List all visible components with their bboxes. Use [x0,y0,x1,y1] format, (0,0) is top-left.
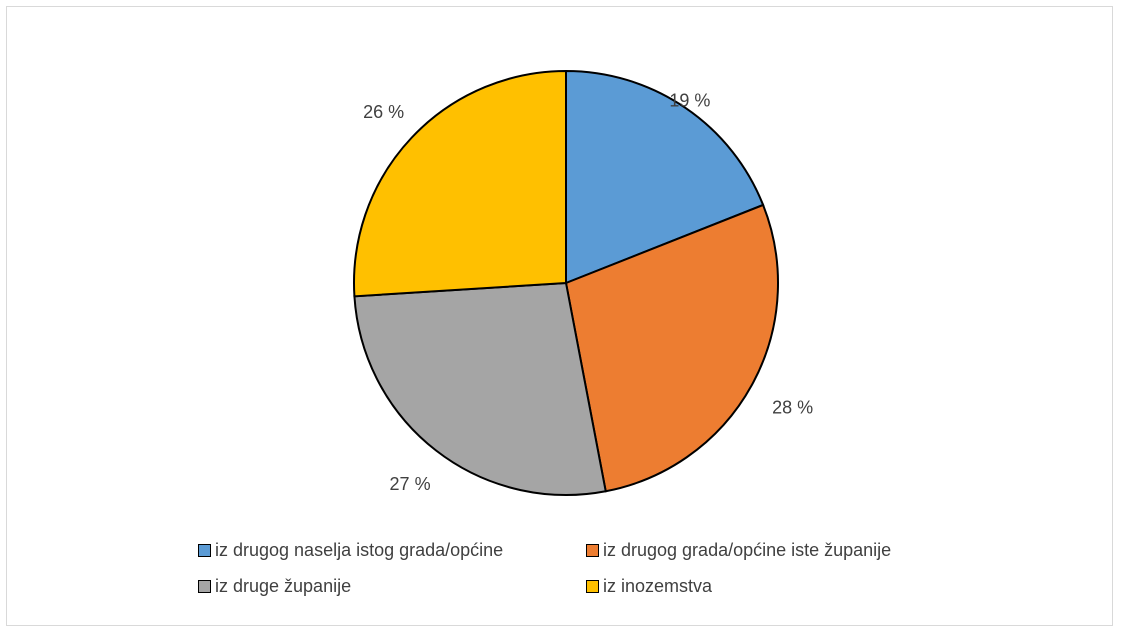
legend-item: iz inozemstva [586,574,986,598]
legend-swatch [198,543,211,557]
legend-swatch [586,579,599,593]
legend-swatch [198,579,211,593]
data-label: 27 % [390,474,431,494]
legend-label: iz drugog naselja istog grada/općine [215,539,504,560]
legend-label: iz inozemstva [603,575,713,596]
legend-swatch [586,543,599,557]
legend: iz drugog naselja istog grada/općine iz … [198,538,988,598]
pie-slice [565,69,765,285]
legend-item: iz drugog naselja istog grada/općine [198,538,586,562]
legend-item: iz druge županije [198,574,586,598]
legend-label: iz druge županije [215,575,352,596]
data-label: 28 % [772,398,813,418]
pie-slice [353,281,607,496]
pie-slice [353,69,567,298]
data-label: 26 % [363,102,404,122]
data-label: 19 % [669,91,710,111]
legend-label: iz drugog grada/općine iste županije [603,539,892,560]
legend-item: iz drugog grada/općine iste županije [586,538,986,562]
pie-slice [564,203,779,493]
